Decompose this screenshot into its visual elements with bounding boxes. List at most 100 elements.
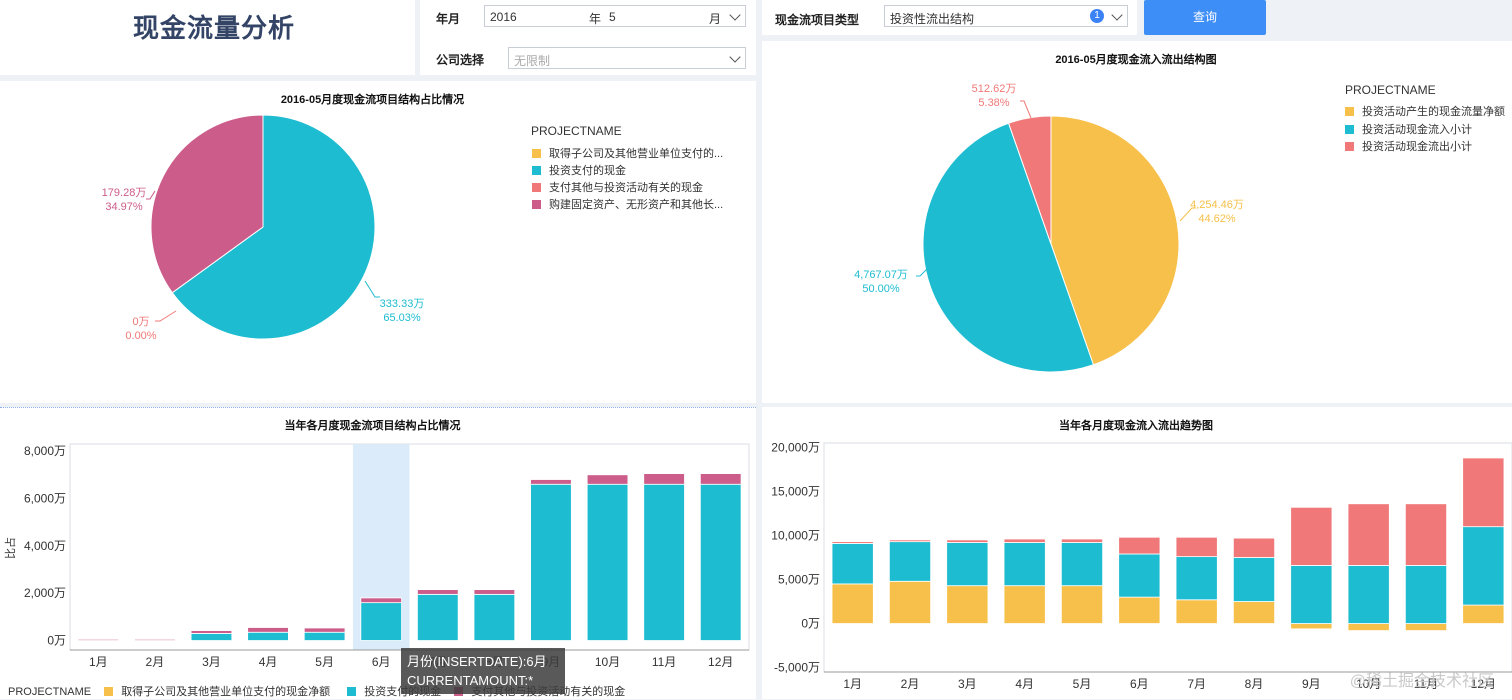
y-axis-label: 比占 bbox=[3, 537, 17, 559]
project-type-value: 投资性流出结构 bbox=[890, 12, 975, 26]
bar-segment bbox=[530, 483, 572, 641]
bar-segment bbox=[417, 593, 459, 641]
chart-tooltip: 月份(INSERTDATE):6月 CURRENTAMOUNT:* bbox=[401, 648, 565, 694]
legend-swatch bbox=[532, 200, 541, 209]
pie-value-label: 4,254.46万 bbox=[1190, 199, 1244, 211]
x-tick-label: 1月 bbox=[843, 677, 862, 691]
legend-item-3[interactable]: 投资活动现金流出小计 bbox=[1345, 138, 1472, 154]
bar-segment bbox=[303, 627, 346, 633]
bar-segment bbox=[1003, 585, 1046, 624]
bar-segment bbox=[586, 483, 629, 641]
chart-title-4: 当年各月度现金流入流出趋势图 bbox=[1059, 420, 1213, 432]
bar-segment bbox=[1462, 457, 1505, 528]
x-tick-label: 12月 bbox=[708, 655, 733, 669]
x-tick-label: 11月 bbox=[1414, 677, 1438, 691]
bar-segment bbox=[1003, 542, 1046, 587]
bar-segment bbox=[530, 479, 572, 485]
year-month-select[interactable]: 2016 年 5 月 bbox=[484, 5, 746, 27]
legend-item-2[interactable]: 投资活动现金流入小计 bbox=[1345, 121, 1472, 137]
legend-item-1[interactable]: 取得子公司及其他营业单位支付的现金净额 bbox=[104, 686, 330, 698]
bar-segment bbox=[247, 627, 289, 633]
legend-label: 购建固定资产、无形资产和其他长... bbox=[549, 199, 724, 211]
pie-chart-2: 4,254.46万 44.62% 4,767.07万 50.00% 512.62万 5.3… bbox=[854, 83, 1244, 373]
filter-panel: 年月 2016 年 5 月 公司选择 无限制 bbox=[420, 0, 756, 75]
legend-item-2[interactable]: 投资支付的现金 bbox=[532, 162, 626, 178]
y-tick-label: 6,000万 bbox=[24, 491, 66, 505]
bar-segment bbox=[417, 589, 459, 595]
x-tick-label: 12月 bbox=[1471, 677, 1496, 691]
y-tick-label: 2,000万 bbox=[24, 586, 66, 600]
legend-label: 取得子公司及其他营业单位支付的... bbox=[549, 148, 724, 160]
page-title: 现金流量分析 bbox=[133, 13, 296, 43]
project-type-select[interactable]: 投资性流出结构 1 bbox=[884, 5, 1128, 27]
y-tick-label: 8,000万 bbox=[24, 444, 66, 458]
y-tick-label: 5,000万 bbox=[778, 573, 820, 587]
chevron-down-icon[interactable] bbox=[1111, 9, 1123, 21]
bar-segment bbox=[1175, 536, 1218, 558]
bar-segment bbox=[1347, 503, 1390, 566]
pie-percent-label: 34.97% bbox=[105, 201, 143, 213]
bar-segment bbox=[888, 539, 932, 543]
x-tick-label: 5月 bbox=[1073, 677, 1092, 691]
bar-segment bbox=[831, 541, 874, 544]
month-value: 5 bbox=[609, 10, 616, 24]
y-tick-label: 15,000万 bbox=[771, 484, 820, 498]
bar-segment bbox=[1060, 542, 1104, 587]
bar-segment bbox=[1404, 565, 1448, 624]
legend-label: 支付其他与投资活动有关的现金 bbox=[549, 182, 703, 194]
year-month-label: 年月 bbox=[436, 12, 461, 26]
query-button[interactable]: 查询 bbox=[1144, 0, 1266, 35]
legend-swatch bbox=[1345, 125, 1354, 134]
bar-segment bbox=[699, 473, 742, 485]
legend-label: 取得子公司及其他营业单位支付的现金净额 bbox=[121, 686, 331, 698]
legend-item-1[interactable]: 取得子公司及其他营业单位支付的... bbox=[532, 145, 723, 161]
x-tick-label: 10月 bbox=[1356, 677, 1381, 691]
bar-segment bbox=[643, 473, 685, 485]
year-unit: 年 bbox=[589, 12, 602, 26]
year-value: 2016 bbox=[490, 10, 517, 24]
bar-segment bbox=[946, 539, 989, 543]
company-select[interactable]: 无限制 bbox=[508, 47, 746, 69]
bar-segment bbox=[1118, 553, 1161, 598]
chevron-down-icon[interactable] bbox=[729, 51, 741, 63]
y-tick-label: 4,000万 bbox=[24, 539, 66, 553]
bar-segment bbox=[1462, 526, 1505, 606]
bar-chart-2: -5,000万 0万 5,000万 10,000万 15,000万 20,000万 1月 2月… bbox=[771, 440, 1512, 691]
bar-chart-2-panel: 当年各月度现金流入流出趋势图 -5,000万 0万 5,000万 10,000万 15,… bbox=[762, 407, 1512, 699]
bar-segment bbox=[247, 631, 289, 641]
pie-value-label: 4,767.07万 bbox=[854, 269, 908, 281]
pie-label-line bbox=[1020, 100, 1032, 119]
tooltip-line-1: 月份(INSERTDATE):6月 bbox=[407, 654, 547, 669]
legend-label: 投资支付的现金 bbox=[549, 165, 626, 177]
legend-swatch bbox=[532, 149, 541, 158]
bar-segment bbox=[699, 483, 742, 641]
x-tick-label: 5月 bbox=[315, 655, 334, 669]
x-tick-label: 9月 bbox=[1302, 677, 1321, 691]
bar-segment bbox=[1404, 623, 1448, 632]
x-tick-label: 8月 bbox=[1245, 677, 1264, 691]
chevron-down-icon[interactable] bbox=[729, 9, 741, 21]
pie-percent-label: 0.00% bbox=[125, 330, 156, 342]
legend-item-4[interactable]: 购建固定资产、无形资产和其他长... bbox=[532, 196, 723, 212]
bar-segment bbox=[1232, 537, 1276, 558]
legend-item-1[interactable]: 投资活动产生的现金流量净额 bbox=[1345, 103, 1505, 119]
bar-segment bbox=[1003, 538, 1046, 543]
x-tick-label: 3月 bbox=[958, 677, 977, 691]
pie-chart-1-panel: 2016-05月度现金流项目结构占比情况 0万 0.00% 333.33万 65.03… bbox=[0, 81, 756, 403]
bar-segment bbox=[1462, 604, 1505, 624]
pie-label-line bbox=[146, 190, 156, 200]
bar-segment bbox=[1347, 623, 1390, 632]
bar-segment bbox=[1118, 596, 1161, 624]
x-tick-label: 6月 bbox=[372, 655, 391, 669]
legend-title-2: PROJECTNAME bbox=[1345, 83, 1436, 97]
selection-count-badge: 1 bbox=[1090, 9, 1104, 23]
bar-segment bbox=[190, 630, 233, 634]
bar-segment bbox=[134, 638, 176, 641]
bar-segment bbox=[888, 541, 932, 582]
legend-item-3[interactable]: 支付其他与投资活动有关的现金 bbox=[532, 179, 703, 195]
bar-segment bbox=[1404, 503, 1448, 566]
watermark: @稀土掘金技术社区 bbox=[1349, 673, 1494, 690]
bar-segment bbox=[360, 597, 402, 604]
legend-label: 投资活动现金流出小计 bbox=[1362, 141, 1472, 153]
